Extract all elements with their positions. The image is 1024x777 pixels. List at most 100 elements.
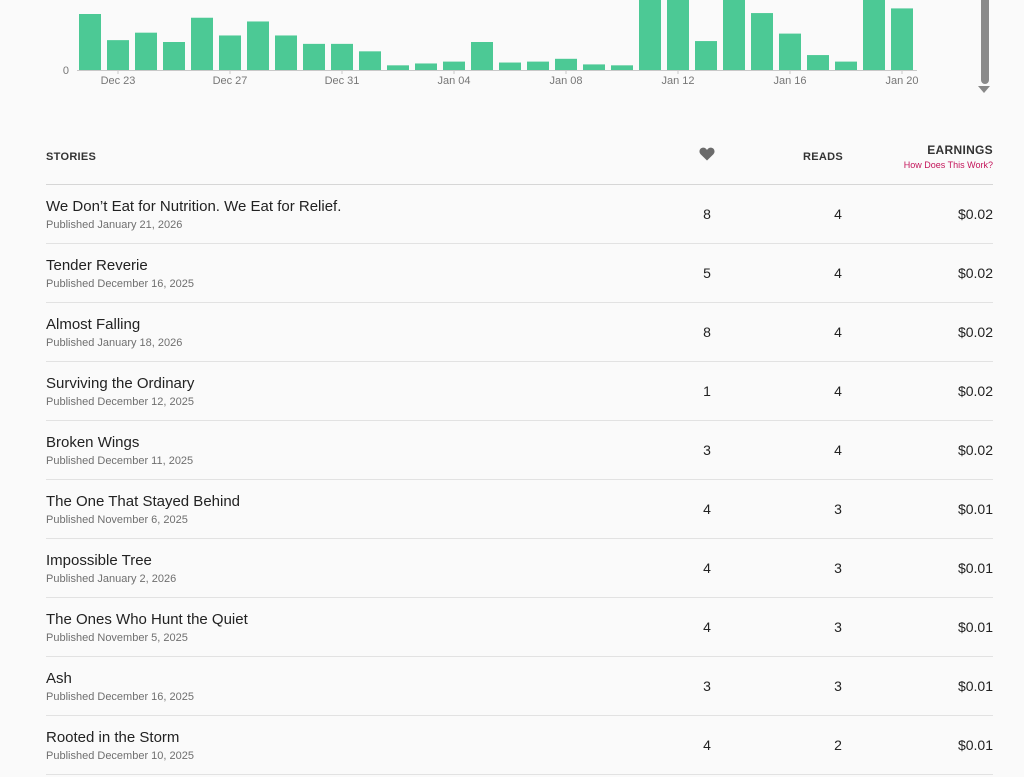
chart-bar[interactable] xyxy=(835,61,857,70)
published-date: Published November 6, 2025 xyxy=(46,514,188,526)
scrollbar-thumb[interactable] xyxy=(981,0,989,84)
scroll-down-arrow-icon[interactable] xyxy=(978,86,990,93)
reads-count: 4 xyxy=(834,442,842,458)
chart-bar[interactable] xyxy=(639,0,661,70)
earnings-value: $0.02 xyxy=(957,442,993,458)
reads-count: 4 xyxy=(834,265,842,281)
published-date: Published November 5, 2025 xyxy=(46,632,188,644)
published-date: Published December 16, 2025 xyxy=(46,691,194,703)
chart-bar[interactable] xyxy=(79,14,101,70)
earnings-value: $0.01 xyxy=(957,737,993,753)
chart-bar[interactable] xyxy=(107,40,129,70)
table-row[interactable]: Ash Published December 16, 2025 3 3 $0.01 xyxy=(46,657,993,716)
likes-count: 4 xyxy=(703,560,711,576)
x-tick-label: Jan 08 xyxy=(549,75,582,87)
chart-bar[interactable] xyxy=(863,0,885,70)
chart-bar[interactable] xyxy=(751,13,773,71)
table-row[interactable]: Tender Reverie Published December 16, 202… xyxy=(46,244,993,303)
story-title-link[interactable]: Surviving the Ordinary xyxy=(46,375,195,392)
table-row[interactable]: Impossible Tree Published January 2, 2026… xyxy=(46,539,993,598)
x-tick-label: Jan 12 xyxy=(661,75,694,87)
story-title-link[interactable]: Rooted in the Storm xyxy=(46,729,180,746)
earnings-value: $0.01 xyxy=(957,619,993,635)
chart-bar[interactable] xyxy=(471,42,493,70)
chart-bar[interactable] xyxy=(415,63,437,70)
published-date: Published January 18, 2026 xyxy=(46,337,183,349)
reads-count: 3 xyxy=(834,501,842,517)
table-row[interactable]: Rooted in the Storm Published December 10… xyxy=(46,716,993,775)
how-does-this-work-link[interactable]: How Does This Work? xyxy=(903,160,993,170)
chart-bar[interactable] xyxy=(611,65,633,70)
chart-bar[interactable] xyxy=(723,0,745,70)
chart-bar[interactable] xyxy=(555,58,577,70)
chart-bar[interactable] xyxy=(779,33,801,70)
story-title-link[interactable]: Almost Falling xyxy=(46,316,141,333)
chart-bar[interactable] xyxy=(527,61,549,70)
chart-bar[interactable] xyxy=(191,17,213,70)
reads-count: 2 xyxy=(834,737,842,753)
chart-bar[interactable] xyxy=(499,62,521,70)
table-row[interactable]: Surviving the Ordinary Published December… xyxy=(46,362,993,421)
column-header-reads[interactable]: READS xyxy=(803,151,844,163)
earnings-value: $0.02 xyxy=(957,383,993,399)
stories-table-header: STORIES READS EARNINGS How Does This Wor… xyxy=(46,136,993,185)
x-tick-label: Dec 27 xyxy=(213,75,248,87)
likes-count: 5 xyxy=(703,265,711,281)
published-date: Published January 2, 2026 xyxy=(46,573,177,585)
chart-bar[interactable] xyxy=(135,32,157,70)
y-tick-label: 0 xyxy=(63,65,69,77)
chart-bar[interactable] xyxy=(219,35,241,70)
published-date: Published December 11, 2025 xyxy=(46,455,194,467)
x-tick-label: Jan 20 xyxy=(885,75,918,87)
x-tick-label: Dec 23 xyxy=(101,75,136,87)
story-title-link[interactable]: The Ones Who Hunt the Quiet xyxy=(46,611,248,628)
chart-bar[interactable] xyxy=(247,21,269,70)
reads-count: 4 xyxy=(834,383,842,399)
x-tick-label: Jan 16 xyxy=(773,75,806,87)
likes-count: 1 xyxy=(703,383,711,399)
reads-count: 4 xyxy=(834,324,842,340)
reads-count: 3 xyxy=(834,678,842,694)
chart-bar[interactable] xyxy=(303,43,325,70)
chart-bar[interactable] xyxy=(387,65,409,70)
reads-count: 4 xyxy=(834,206,842,222)
reads-count: 3 xyxy=(834,619,842,635)
column-header-stories[interactable]: STORIES xyxy=(46,151,97,163)
chart-bar[interactable] xyxy=(891,8,913,70)
chart-bar[interactable] xyxy=(583,64,605,70)
likes-count: 3 xyxy=(703,442,711,458)
story-title-link[interactable]: Ash xyxy=(46,670,72,687)
earnings-value: $0.02 xyxy=(957,265,993,281)
chart-bar[interactable] xyxy=(275,35,297,70)
likes-count: 4 xyxy=(703,501,711,517)
chart-bar[interactable] xyxy=(667,0,689,70)
chart-bar[interactable] xyxy=(163,42,185,70)
story-title-link[interactable]: Broken Wings xyxy=(46,434,140,451)
table-row[interactable]: The One That Stayed Behind Published Nove… xyxy=(46,480,993,539)
chart-bar[interactable] xyxy=(443,61,465,70)
likes-count: 4 xyxy=(703,619,711,635)
x-tick-label: Dec 31 xyxy=(325,75,360,87)
chart-bar[interactable] xyxy=(331,43,353,70)
table-row[interactable]: Almost Falling Published January 18, 2026… xyxy=(46,303,993,362)
likes-count: 4 xyxy=(703,737,711,753)
earnings-value: $0.01 xyxy=(957,501,993,517)
published-date: Published December 16, 2025 xyxy=(46,278,194,290)
table-row[interactable]: Broken Wings Published December 11, 2025 3… xyxy=(46,421,993,480)
likes-count: 8 xyxy=(703,206,711,222)
table-row[interactable]: The Ones Who Hunt the Quiet Published Nov… xyxy=(46,598,993,657)
story-title-link[interactable]: The One That Stayed Behind xyxy=(46,493,241,510)
daily-reads-bar-chart: 0 Dec 23 Dec 27 Dec 31 Jan 04 Jan 08 Jan 12 Jan… xyxy=(63,0,919,87)
table-row[interactable]: We Don’t Eat for Nutrition. We Eat for R… xyxy=(46,185,993,244)
x-tick-label: Jan 04 xyxy=(437,75,470,87)
story-title-link[interactable]: Tender Reverie xyxy=(46,257,148,274)
chart-bar[interactable] xyxy=(807,55,829,70)
heart-icon[interactable] xyxy=(699,147,715,161)
published-date: Published December 12, 2025 xyxy=(46,396,194,408)
column-header-earnings[interactable]: EARNINGS xyxy=(927,143,993,157)
earnings-value: $0.01 xyxy=(957,678,993,694)
chart-bar[interactable] xyxy=(359,51,381,70)
chart-bar[interactable] xyxy=(695,41,717,70)
story-title-link[interactable]: Impossible Tree xyxy=(46,552,152,569)
story-title-link[interactable]: We Don’t Eat for Nutrition. We Eat for R… xyxy=(46,198,342,215)
